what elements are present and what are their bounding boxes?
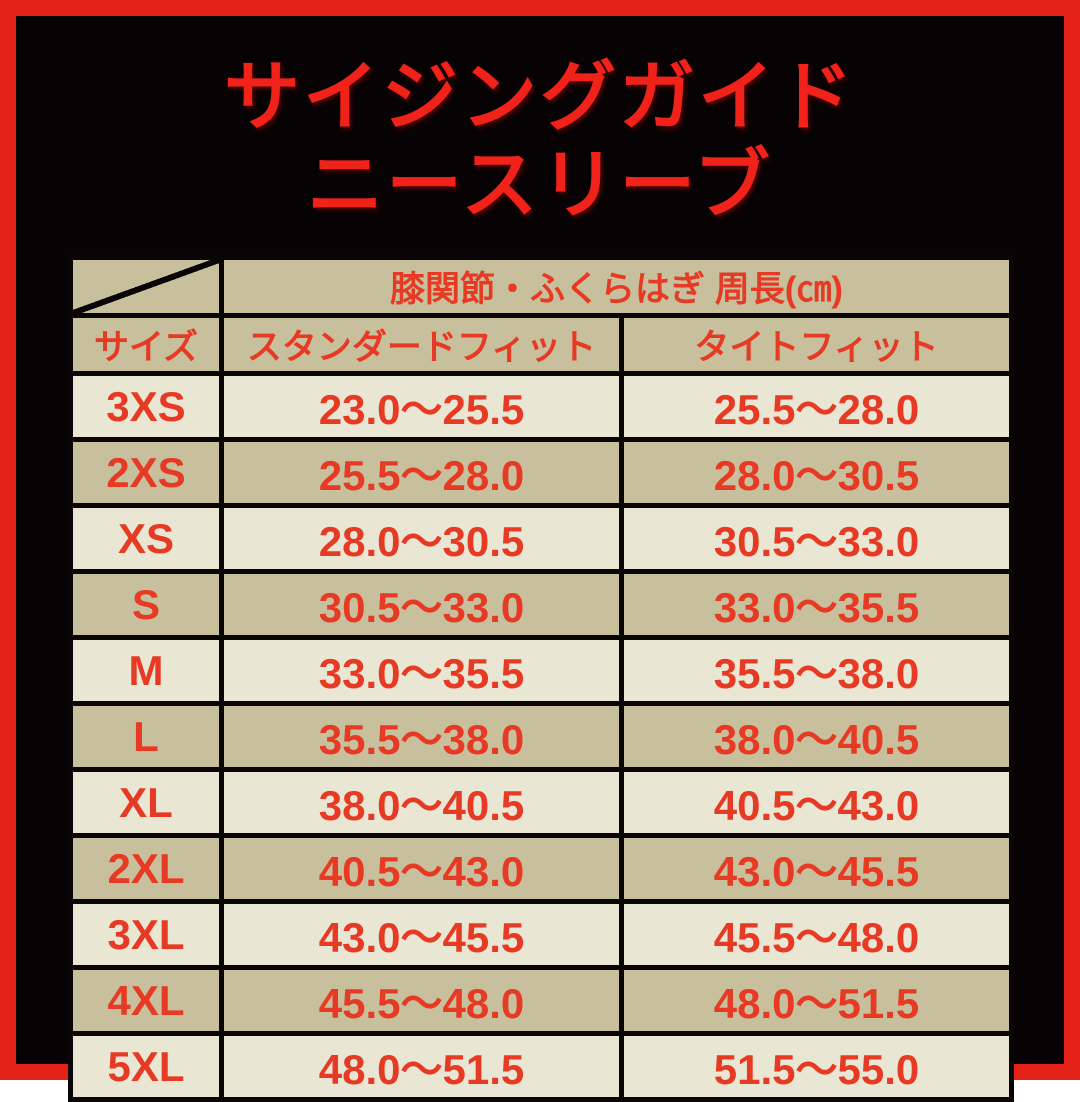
column-header-row: サイズ スタンダードフィット タイトフィット: [68, 313, 1015, 376]
tight-fit-cell: 28.0～30.5: [618, 437, 1015, 508]
diagonal-divider: [75, 262, 217, 311]
standard-fit-cell: 33.0～35.5: [219, 635, 624, 706]
standard-fit-cell: 28.0～30.5: [219, 503, 624, 574]
span-header-cell: 膝関節・ふくらはぎ 周長(㎝): [218, 255, 1015, 318]
standard-fit-cell: 25.5～28.0: [219, 437, 624, 508]
standard-fit-cell: 23.0～25.5: [219, 371, 624, 442]
page-title: サイジングガイド ニースリーブ: [16, 54, 1064, 230]
column-header-size: サイズ: [68, 313, 224, 376]
standard-fit-cell: 40.5～43.0: [219, 833, 624, 904]
span-header-row: 膝関節・ふくらはぎ 周長(㎝): [68, 255, 1015, 318]
size-cell: M: [68, 635, 224, 706]
size-cell: 4XL: [68, 965, 224, 1036]
table-row: S 30.5～33.0 33.0～35.5: [68, 569, 1015, 640]
table-row: 3XL 43.0～45.5 45.5～48.0: [68, 899, 1015, 970]
size-cell: L: [68, 701, 224, 772]
standard-fit-cell: 30.5～33.0: [219, 569, 624, 640]
table-row: 5XL 48.0～51.5 51.5～55.0: [68, 1031, 1015, 1102]
column-header-standard-fit: スタンダードフィット: [219, 313, 624, 376]
tight-fit-cell: 38.0～40.5: [618, 701, 1015, 772]
size-cell: XL: [68, 767, 224, 838]
size-cell: XS: [68, 503, 224, 574]
standard-fit-cell: 45.5～48.0: [219, 965, 624, 1036]
diagonal-cell: [68, 255, 224, 318]
table-row: 4XL 45.5～48.0 48.0～51.5: [68, 965, 1015, 1036]
tight-fit-cell: 33.0～35.5: [618, 569, 1015, 640]
column-header-tight-fit: タイトフィット: [618, 313, 1015, 376]
tight-fit-cell: 25.5～28.0: [618, 371, 1015, 442]
sizing-table: 膝関節・ふくらはぎ 周長(㎝) サイズ スタンダードフィット タイトフィット 3…: [68, 255, 1015, 1102]
table-row: 2XL 40.5～43.0 43.0～45.5: [68, 833, 1015, 904]
size-cell: 2XS: [68, 437, 224, 508]
standard-fit-cell: 35.5～38.0: [219, 701, 624, 772]
standard-fit-cell: 48.0～51.5: [219, 1031, 624, 1102]
page-title-line1: サイジングガイド: [224, 55, 856, 140]
tight-fit-cell: 45.5～48.0: [618, 899, 1015, 970]
standard-fit-cell: 43.0～45.5: [219, 899, 624, 970]
black-panel: サイジングガイド ニースリーブ 膝関節・ふくらはぎ 周長(㎝) サイズ スタンダ…: [16, 16, 1064, 1102]
tight-fit-cell: 40.5～43.0: [618, 767, 1015, 838]
tight-fit-cell: 30.5～33.0: [618, 503, 1015, 574]
table-row: XL 38.0～40.5 40.5～43.0: [68, 767, 1015, 838]
size-cell: 5XL: [68, 1031, 224, 1102]
table-row: XS 28.0～30.5 30.5～33.0: [68, 503, 1015, 574]
size-cell: 3XL: [68, 899, 224, 970]
size-cell: S: [68, 569, 224, 640]
size-cell: 2XL: [68, 833, 224, 904]
table-row: 2XS 25.5～28.0 28.0～30.5: [68, 437, 1015, 508]
tight-fit-cell: 48.0～51.5: [618, 965, 1015, 1036]
standard-fit-cell: 38.0～40.5: [219, 767, 624, 838]
table-row: L 35.5～38.0 38.0～40.5: [68, 701, 1015, 772]
table-row: M 33.0～35.5 35.5～38.0: [68, 635, 1015, 706]
size-cell: 3XS: [68, 371, 224, 442]
tight-fit-cell: 35.5～38.0: [618, 635, 1015, 706]
table-row: 3XS 23.0～25.5 25.5～28.0: [68, 371, 1015, 442]
tight-fit-cell: 43.0～45.5: [618, 833, 1015, 904]
page-title-line2: ニースリーブ: [307, 143, 773, 229]
tight-fit-cell: 51.5～55.0: [618, 1031, 1015, 1102]
